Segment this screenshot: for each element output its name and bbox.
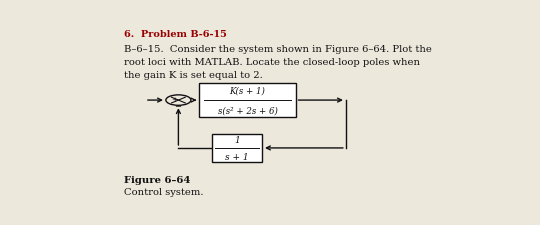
Text: K(s + 1): K(s + 1) (230, 86, 265, 95)
Bar (199, 83, 295, 118)
Text: 1: 1 (234, 135, 240, 144)
Text: Control system.: Control system. (124, 187, 204, 196)
Text: s(s² + 2s + 6): s(s² + 2s + 6) (218, 106, 278, 115)
Text: Figure 6–64: Figure 6–64 (124, 175, 191, 184)
Text: root loci with MATLAB. Locate the closed-loop poles when: root loci with MATLAB. Locate the closed… (124, 58, 420, 67)
Text: the gain K is set equal to 2.: the gain K is set equal to 2. (124, 71, 263, 80)
Text: 6.  Problem B-6-15: 6. Problem B-6-15 (124, 30, 227, 38)
Text: −: − (174, 103, 181, 111)
Bar (212, 134, 262, 162)
Text: B–6–15.  Consider the system shown in Figure 6–64. Plot the: B–6–15. Consider the system shown in Fig… (124, 45, 432, 54)
Circle shape (166, 95, 191, 106)
Text: +: + (171, 95, 177, 103)
Text: s + 1: s + 1 (225, 152, 249, 161)
